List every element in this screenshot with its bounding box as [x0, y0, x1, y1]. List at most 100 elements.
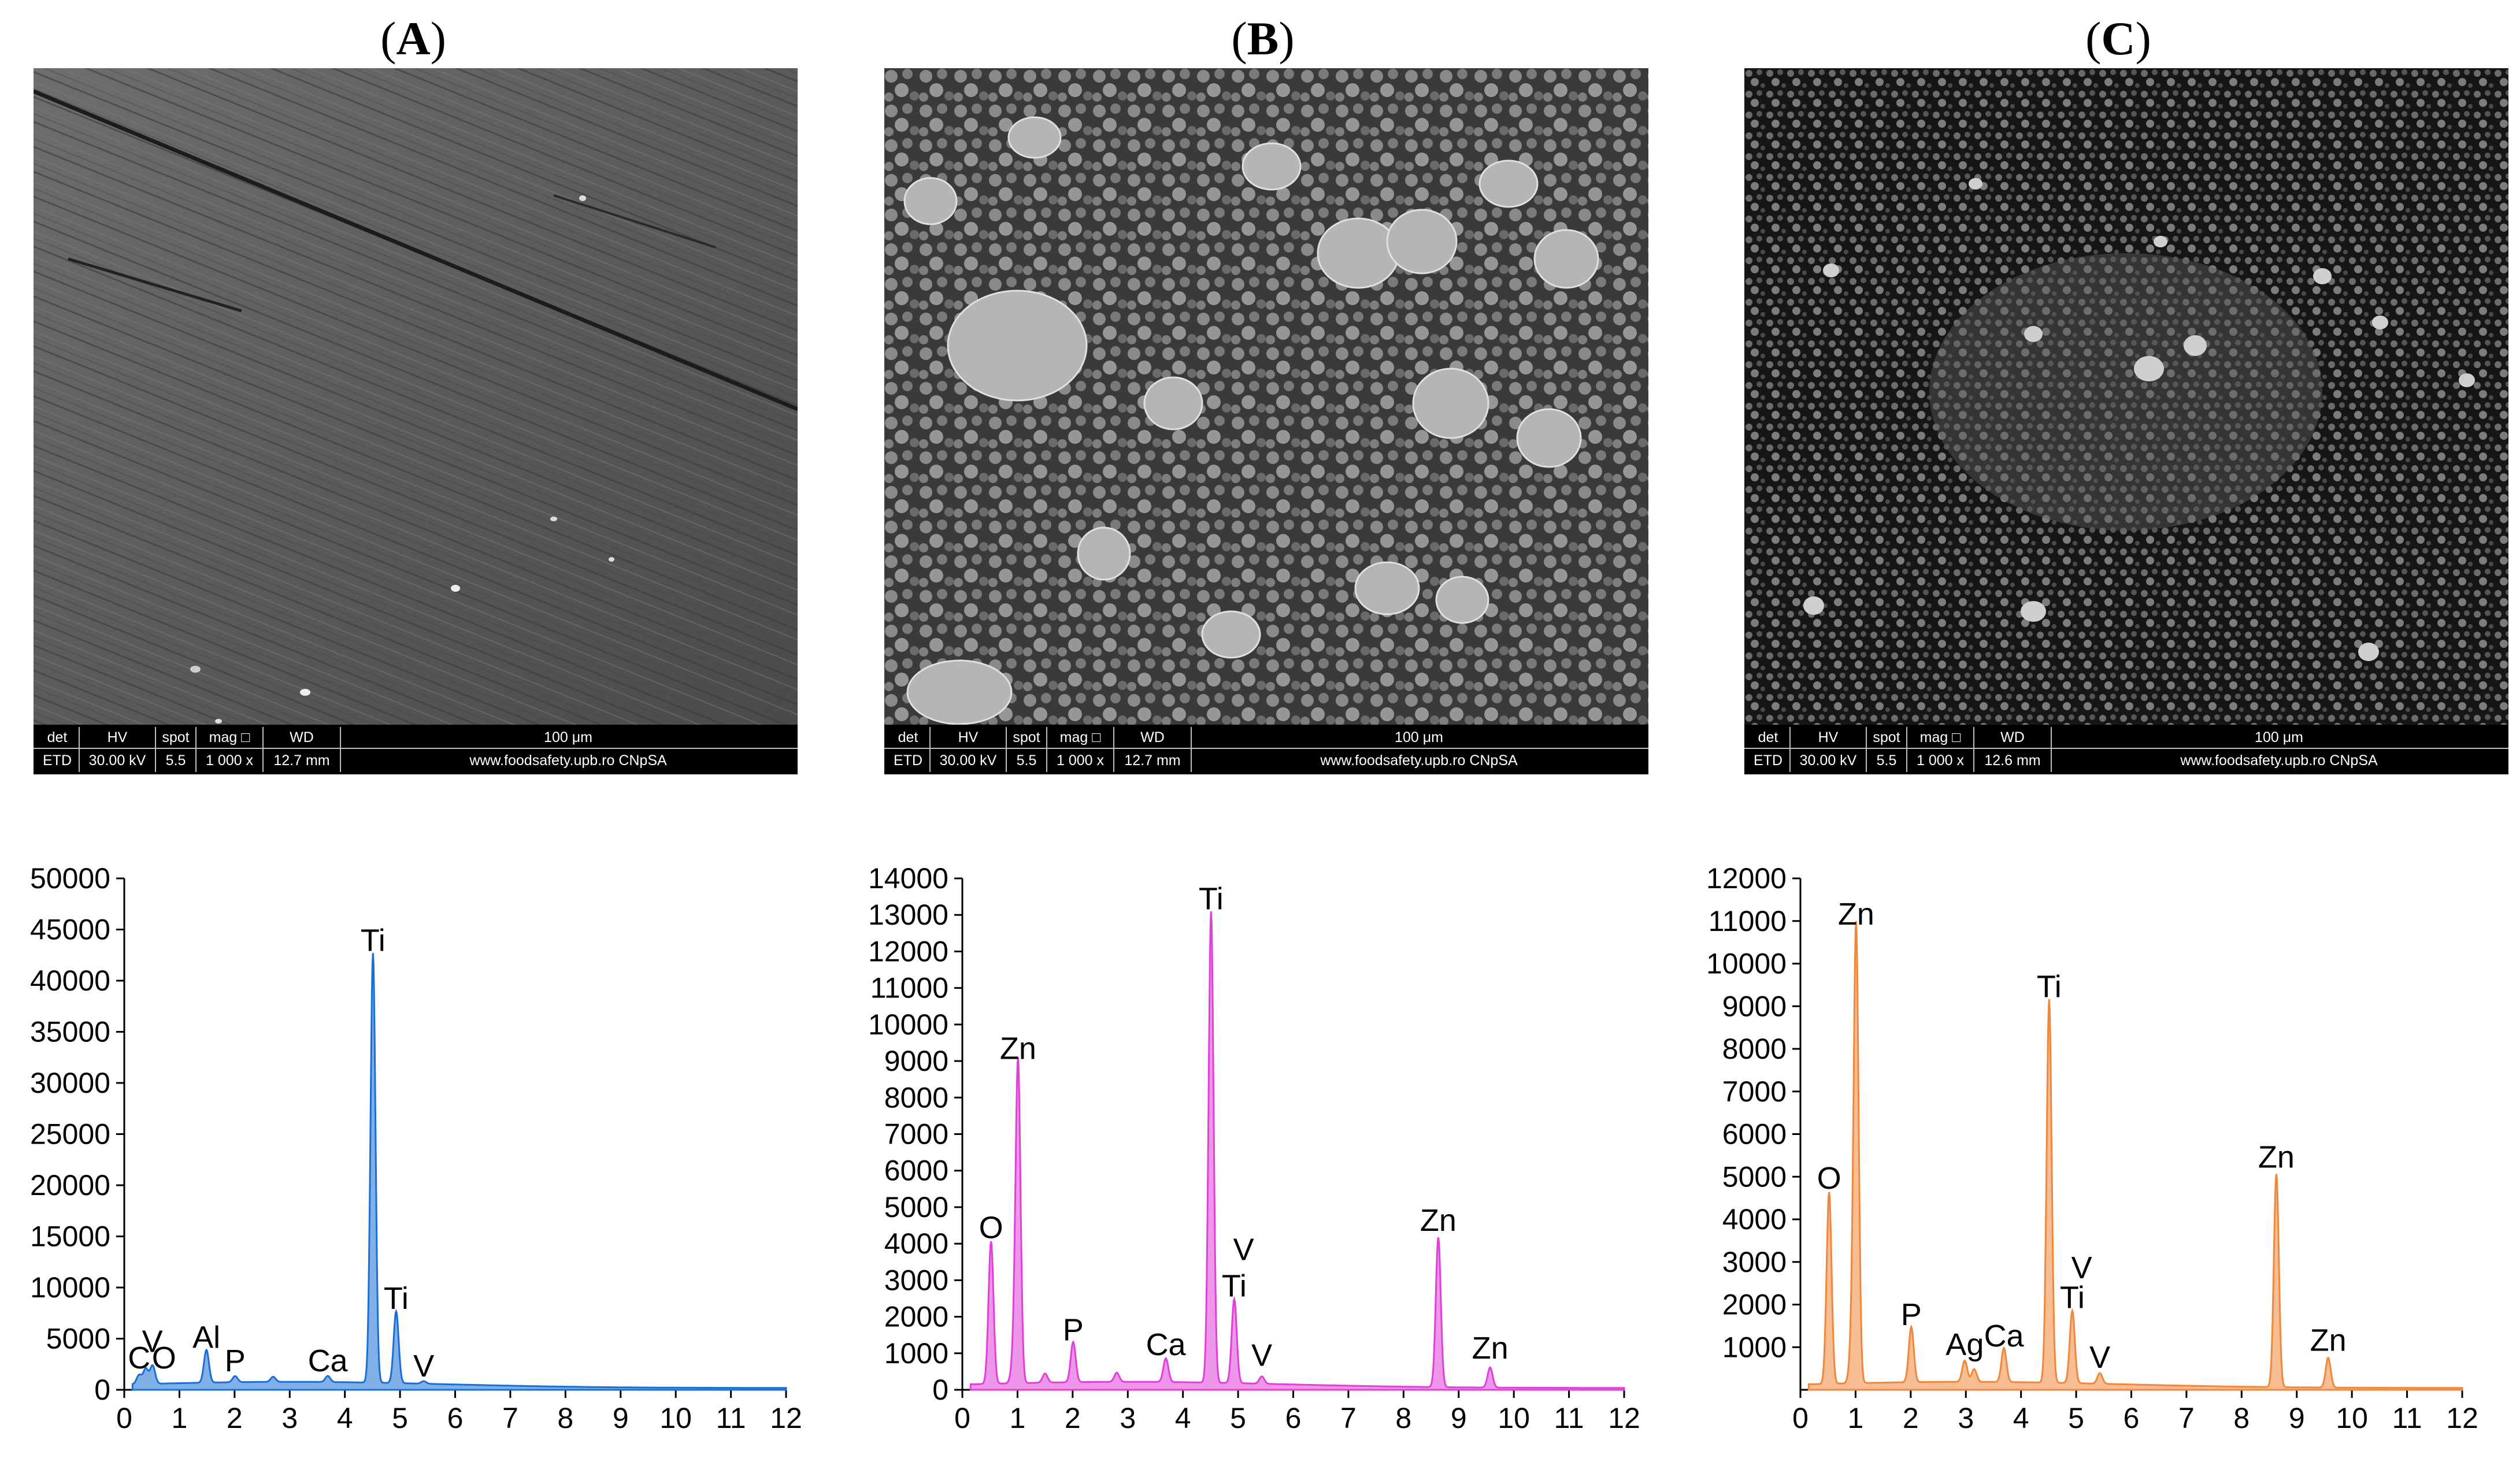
peak-label: Zn — [1000, 1032, 1036, 1066]
y-tick-label: 10000 — [868, 1008, 948, 1041]
y-tick-label: 3000 — [884, 1264, 948, 1296]
y-tick-label: 0 — [94, 1374, 110, 1406]
y-tick-label: 40000 — [30, 964, 110, 997]
x-tick-label: 9 — [613, 1402, 629, 1434]
x-tick-label: 5 — [2068, 1402, 2084, 1434]
x-tick-label: 8 — [557, 1402, 573, 1434]
y-tick-label: 11000 — [870, 972, 948, 1004]
peak-label: Ca — [1146, 1327, 1187, 1362]
peak-label: Ti — [2037, 969, 2062, 1004]
x-tick-label: 10 — [2336, 1402, 2368, 1434]
y-tick-label: 1000 — [884, 1337, 948, 1370]
x-tick-label: 0 — [116, 1402, 132, 1434]
x-tick-label: 1 — [172, 1402, 188, 1434]
x-tick-label: 2 — [1065, 1402, 1081, 1434]
x-tick-label: 3 — [281, 1402, 298, 1434]
peak-label: V — [2089, 1340, 2110, 1375]
peak-label: Zn — [1838, 897, 1874, 932]
y-tick-label: 12000 — [1706, 862, 1787, 895]
x-tick-label: 2 — [1903, 1402, 1919, 1434]
peak-label: V — [413, 1349, 434, 1383]
peak-label: V — [2071, 1251, 2092, 1285]
x-tick-label: 4 — [2013, 1402, 2029, 1434]
x-tick-label: 6 — [1285, 1402, 1302, 1434]
peak-label: Ti — [361, 923, 386, 958]
scale-bar-label: 100 μm — [2255, 729, 2303, 745]
scale-bar-label: 100 μm — [1395, 729, 1443, 745]
y-tick-label: 25000 — [30, 1118, 110, 1151]
x-tick-label: 6 — [2124, 1402, 2140, 1434]
peak-label: Ti — [1222, 1269, 1247, 1304]
x-tick-label: 7 — [1340, 1402, 1357, 1434]
y-tick-label: 1000 — [1722, 1331, 1787, 1363]
peak-label: Al — [192, 1320, 220, 1355]
y-tick-label: 10000 — [1706, 948, 1787, 980]
panel-label-c: (C) — [2085, 12, 2151, 65]
peak-label: Zn — [1420, 1203, 1457, 1238]
y-tick-label: 50000 — [30, 862, 110, 895]
y-tick-label: 8000 — [884, 1081, 948, 1114]
y-tick-label: 0 — [932, 1374, 948, 1406]
y-tick-label: 11000 — [1709, 905, 1787, 937]
x-tick-label: 8 — [1395, 1402, 1411, 1434]
peak-label: Ag — [1945, 1327, 1984, 1362]
sem-databar-a: det ETD HV 30.00 kV spot 5.5 mag □ 1 000 x W… — [34, 725, 798, 774]
y-tick-label: 12000 — [868, 935, 948, 967]
x-tick-label: 9 — [2289, 1402, 2305, 1434]
sem-databar-c: det ETD HV 30.00 kV spot 5.5 mag □ 1 000 x W… — [1744, 725, 2508, 774]
x-tick-label: 4 — [337, 1402, 353, 1434]
y-tick-label: 30000 — [30, 1067, 110, 1099]
panel-label-b: (B) — [1231, 12, 1295, 65]
eds-spectrum-b: 0 1000 2000 3000 4000 5000 6000 7000 8000 9000 100… — [838, 832, 1659, 1436]
x-tick-label: 10 — [659, 1402, 692, 1434]
y-tick-label: 6000 — [1722, 1118, 1787, 1151]
x-tick-label: 1 — [1848, 1402, 1864, 1434]
peak-label: Ca — [308, 1344, 349, 1378]
peak-label: Zn — [1472, 1331, 1509, 1366]
x-tick-label: 0 — [954, 1402, 970, 1434]
x-tick-label: 12 — [1608, 1402, 1640, 1434]
spectrum-series — [131, 953, 787, 1391]
y-tick-label: 13000 — [868, 899, 948, 931]
x-tick-label: 12 — [2446, 1402, 2478, 1434]
peak-label: P — [225, 1344, 246, 1378]
peak-label: Ti — [384, 1281, 409, 1316]
sem-image-b: det ETD HV 30.00 kV spot 5.5 mag □ 1 000 x W… — [884, 68, 1648, 774]
y-tick-label: 20000 — [30, 1169, 110, 1201]
x-tick-label: 2 — [227, 1402, 243, 1434]
y-tick-label: 15000 — [30, 1220, 110, 1253]
y-tick-label: 2000 — [1722, 1289, 1787, 1321]
peak-label: Zn — [2310, 1323, 2347, 1357]
x-tick-label: 9 — [1451, 1402, 1467, 1434]
x-tick-label: 11 — [1554, 1402, 1584, 1434]
sem-image-a: det ETD HV 30.00 kV spot 5.5 mag □ 1 000 x W… — [34, 68, 798, 774]
y-tick-label: 5000 — [46, 1323, 110, 1355]
peak-label: P — [1901, 1297, 1922, 1332]
sem-image-c: det ETD HV 30.00 kV spot 5.5 mag □ 1 000 x W… — [1744, 68, 2508, 774]
x-tick-label: 6 — [447, 1402, 464, 1434]
eds-spectrum-a: 0 5000 10000 15000 20000 25000 30000 35000 40000… — [0, 832, 821, 1436]
spectrum-series — [1807, 921, 2463, 1391]
y-tick-label: 2000 — [884, 1301, 948, 1333]
x-tick-label: 5 — [1230, 1402, 1246, 1434]
y-tick-label: 35000 — [30, 1016, 110, 1048]
panel-label-a: (A) — [380, 12, 446, 65]
y-tick-label: 14000 — [868, 862, 948, 895]
y-tick-label: 8000 — [1722, 1033, 1787, 1065]
spectrum-series — [969, 911, 1625, 1391]
y-tick-label: 7000 — [884, 1118, 948, 1151]
peak-label: Ti — [1199, 882, 1224, 917]
x-tick-label: 4 — [1175, 1402, 1191, 1434]
peak-label: P — [1063, 1312, 1084, 1347]
x-tick-label: 12 — [770, 1402, 802, 1434]
y-tick-label: 5000 — [884, 1191, 948, 1223]
x-tick-label: 3 — [1958, 1402, 1974, 1434]
x-tick-label: 10 — [1498, 1402, 1530, 1434]
x-tick-label: 11 — [2392, 1402, 2422, 1434]
peak-label: Ti — [2060, 1281, 2085, 1315]
y-tick-label: 3000 — [1722, 1246, 1787, 1278]
y-tick-label: 9000 — [884, 1045, 948, 1077]
x-tick-label: 11 — [716, 1402, 746, 1434]
sem-databar-b: det ETD HV 30.00 kV spot 5.5 mag □ 1 000 x W… — [884, 725, 1648, 774]
y-tick-label: 9000 — [1722, 990, 1787, 1022]
